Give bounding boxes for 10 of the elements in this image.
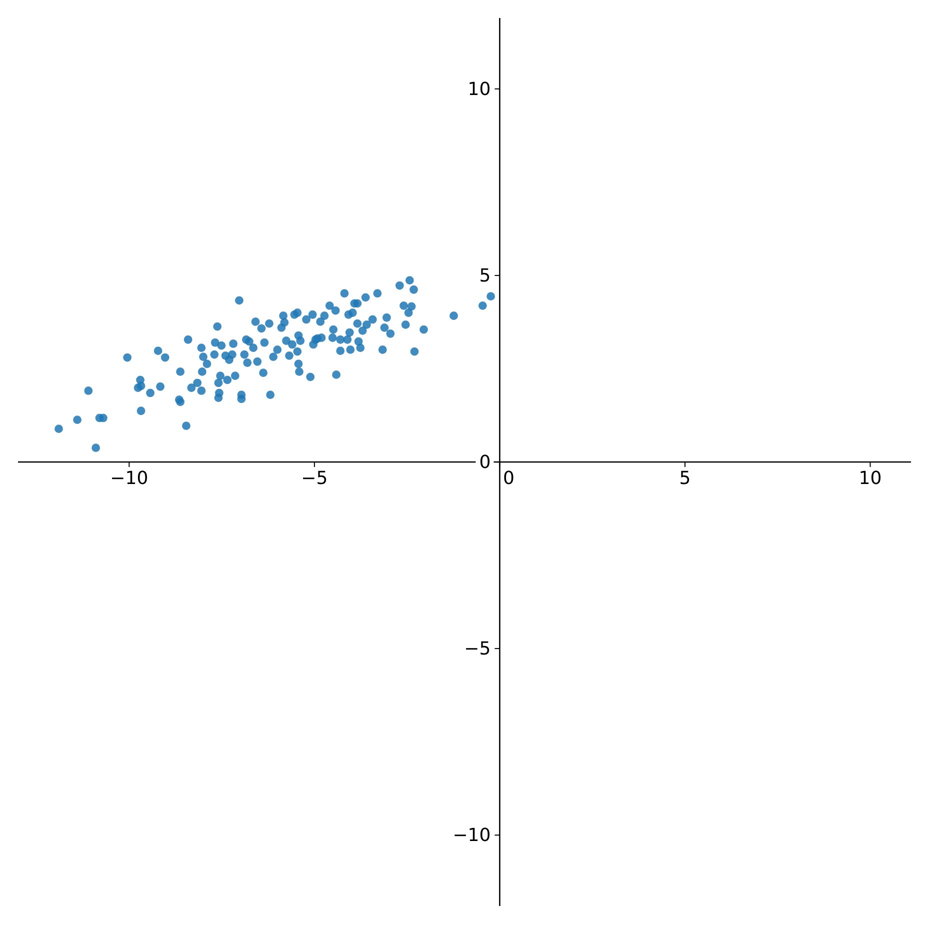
y-tick-label: −10 [452, 825, 491, 846]
x-tick-label: 0 [502, 468, 514, 489]
y-tick-label: 0 [479, 452, 491, 473]
x-tick-label: −10 [110, 468, 148, 489]
x-tick-label: 5 [679, 468, 691, 489]
y-tick-label: 10 [468, 78, 491, 100]
x-tick-label: 10 [858, 468, 882, 489]
y-tick-label: 5 [479, 265, 491, 286]
x-tick-label: −5 [301, 468, 328, 489]
y-tick-label: −5 [464, 638, 491, 660]
